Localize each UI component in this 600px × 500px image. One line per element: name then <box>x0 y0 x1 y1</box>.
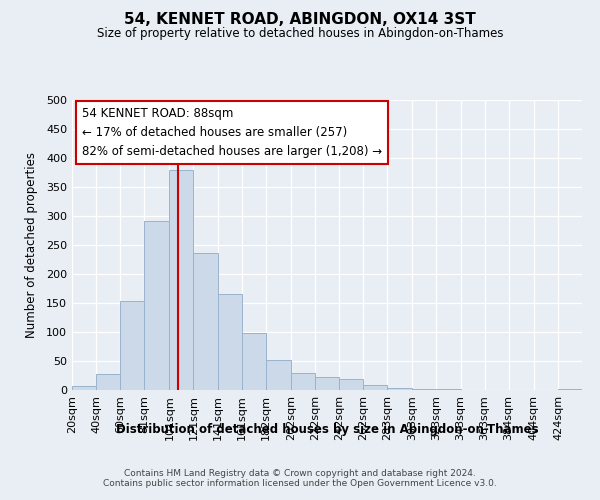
Bar <box>387 388 412 390</box>
Text: 54 KENNET ROAD: 88sqm
← 17% of detached houses are smaller (257)
82% of semi-det: 54 KENNET ROAD: 88sqm ← 17% of detached … <box>82 108 382 158</box>
Bar <box>339 379 363 390</box>
Bar <box>266 360 291 390</box>
Text: Contains public sector information licensed under the Open Government Licence v3: Contains public sector information licen… <box>103 479 497 488</box>
Bar <box>144 221 169 390</box>
Bar <box>96 374 120 390</box>
Bar <box>193 252 218 390</box>
Bar <box>120 302 144 390</box>
Y-axis label: Number of detached properties: Number of detached properties <box>25 152 38 338</box>
Text: Contains HM Land Registry data © Crown copyright and database right 2024.: Contains HM Land Registry data © Crown c… <box>124 469 476 478</box>
Text: Distribution of detached houses by size in Abingdon-on-Thames: Distribution of detached houses by size … <box>116 422 538 436</box>
Bar <box>315 377 339 390</box>
Bar <box>291 372 315 390</box>
Text: 54, KENNET ROAD, ABINGDON, OX14 3ST: 54, KENNET ROAD, ABINGDON, OX14 3ST <box>124 12 476 28</box>
Bar <box>169 170 193 390</box>
Bar <box>558 389 582 390</box>
Bar <box>218 294 242 390</box>
Bar <box>72 386 96 390</box>
Bar <box>363 385 387 390</box>
Text: Size of property relative to detached houses in Abingdon-on-Thames: Size of property relative to detached ho… <box>97 28 503 40</box>
Bar <box>242 332 266 390</box>
